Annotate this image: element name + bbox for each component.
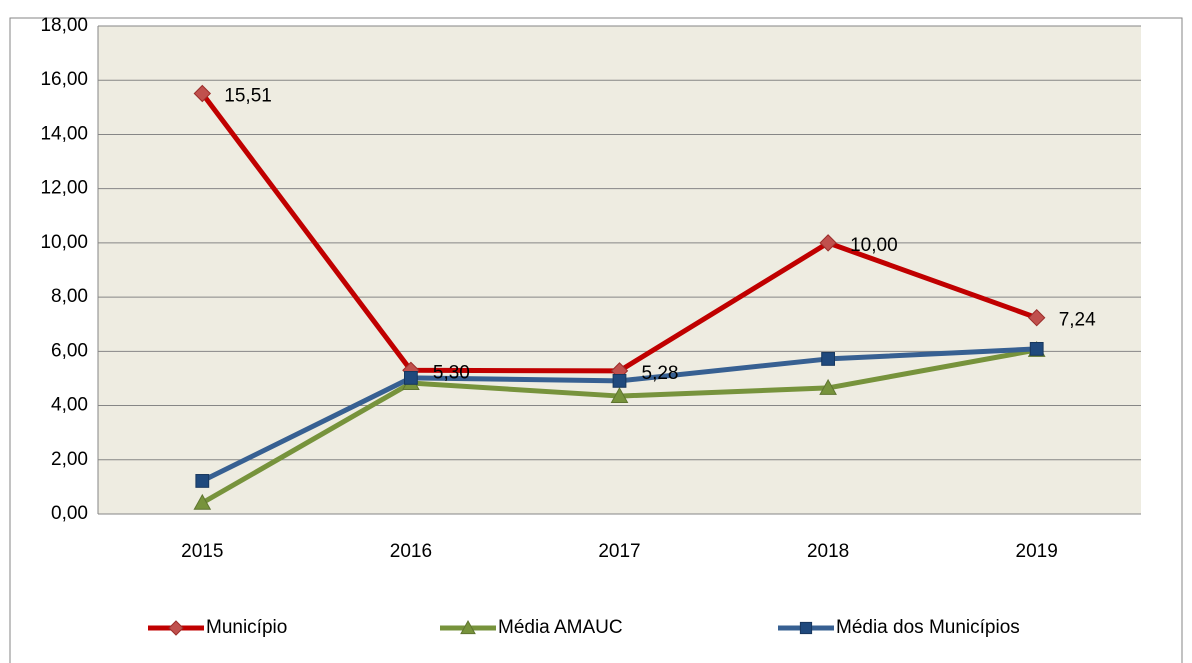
marker — [168, 620, 184, 636]
marker — [404, 371, 418, 385]
data-label: 5,28 — [642, 363, 679, 384]
marker — [1027, 309, 1046, 327]
data-label: 10,00 — [850, 235, 898, 256]
data-label: 5,30 — [433, 362, 470, 383]
chart-frame — [9, 17, 1183, 663]
marker — [799, 621, 813, 635]
y-tick-label: 10,00 — [40, 232, 88, 253]
y-tick-label: 0,00 — [51, 503, 88, 524]
marker — [460, 619, 476, 635]
data-label: 7,24 — [1059, 310, 1096, 331]
legend-label: Média AMAUC — [498, 617, 623, 638]
y-tick-label: 4,00 — [51, 395, 88, 416]
y-tick-label: 16,00 — [40, 69, 88, 90]
x-tick-label: 2017 — [598, 541, 640, 562]
marker — [821, 352, 836, 366]
x-tick-label: 2018 — [807, 541, 849, 562]
y-tick-label: 6,00 — [51, 340, 88, 361]
y-tick-label: 12,00 — [40, 178, 88, 199]
marker — [819, 234, 837, 252]
y-tick-label: 2,00 — [51, 449, 88, 470]
plot-area — [98, 26, 1141, 514]
marker — [612, 373, 627, 388]
marker — [1029, 341, 1044, 356]
marker — [193, 84, 212, 103]
legend-label: Município — [206, 617, 287, 638]
marker — [193, 493, 212, 510]
y-tick-label: 14,00 — [40, 123, 88, 144]
legend-label: Média dos Municípios — [836, 617, 1020, 638]
marker — [819, 378, 837, 395]
marker — [610, 387, 629, 403]
x-tick-label: 2019 — [1016, 541, 1058, 562]
x-tick-label: 2016 — [390, 541, 432, 562]
data-label: 15,51 — [224, 86, 272, 107]
y-tick-label: 8,00 — [51, 286, 88, 307]
y-tick-label: 18,00 — [40, 15, 88, 36]
x-tick-label: 2015 — [181, 541, 223, 562]
marker — [195, 474, 210, 488]
